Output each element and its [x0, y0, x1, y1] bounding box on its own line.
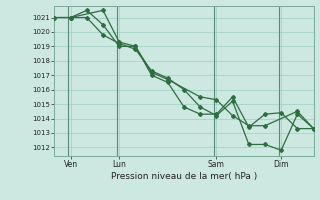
X-axis label: Pression niveau de la mer( hPa ): Pression niveau de la mer( hPa )	[111, 172, 257, 181]
